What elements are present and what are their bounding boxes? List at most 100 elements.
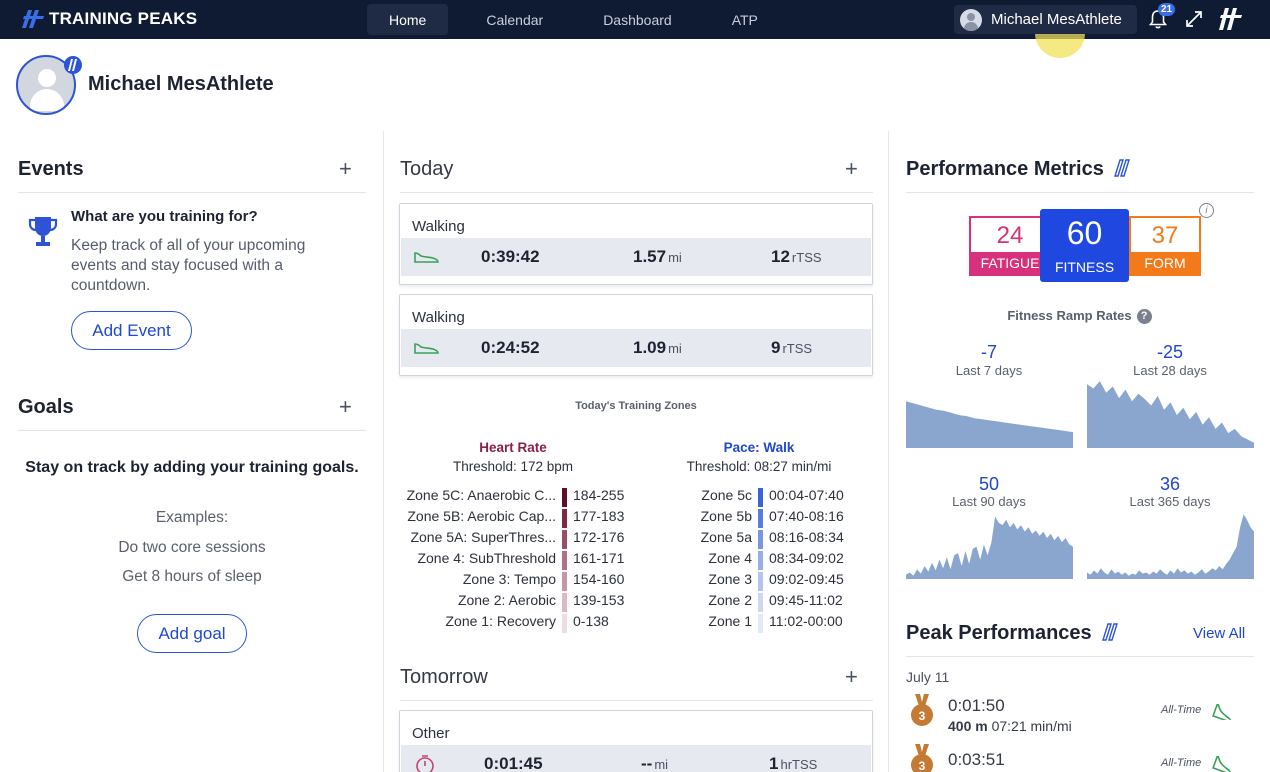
- add-goal-plus-button[interactable]: +: [339, 394, 352, 419]
- zone-label: Zone 5C: Anaerobic C...: [406, 487, 556, 503]
- zone-range: 154-160: [573, 571, 625, 587]
- tomorrow-divider: [400, 700, 873, 701]
- workout-title: Walking: [412, 218, 465, 235]
- fitness-ramp-title: Fitness Ramp Rates?: [905, 308, 1254, 325]
- zone-label: Zone 4: SubThreshold: [417, 550, 556, 566]
- zone-color-bar: [758, 509, 763, 528]
- workout-card[interactable]: Other 0:01:45 -- mi 1 hrTSS: [399, 710, 873, 772]
- zone-color-bar: [758, 530, 763, 549]
- goals-example-item: Do two core sessions: [118, 539, 266, 556]
- peak-divider: [906, 656, 1254, 657]
- workout-summary-row: 0:01:45 -- mi 1 hrTSS: [401, 745, 871, 772]
- zone-range: 184-255: [573, 487, 625, 503]
- workout-duration: 0:24:52: [481, 338, 540, 357]
- shoe-icon: [414, 343, 439, 354]
- form-label: FORM: [1131, 252, 1199, 274]
- main-nav: Home Calendar Dashboard ATP: [367, 4, 796, 35]
- zone-color-bar: [758, 551, 763, 570]
- zone-range: 139-153: [573, 592, 625, 608]
- expand-icon[interactable]: [1185, 10, 1203, 28]
- goals-example-item: Get 8 hours of sleep: [122, 568, 262, 585]
- user-menu-name: Michael MesAthlete: [991, 11, 1122, 28]
- zone-label: Zone 1: [708, 613, 752, 629]
- workout-card[interactable]: Walking 0:24:52 1.09 mi 9 rTSS: [399, 294, 873, 376]
- add-goal-button[interactable]: Add goal: [137, 614, 247, 653]
- premium-badge-icon: [64, 56, 82, 74]
- zone-label: Zone 4: [708, 550, 752, 566]
- goals-title: Goals: [18, 396, 74, 418]
- ramp-area: [906, 401, 1073, 448]
- info-icon[interactable]: i: [1199, 203, 1214, 218]
- goals-lead-text: Stay on track by adding your training go…: [25, 459, 359, 476]
- help-icon[interactable]: ?: [1136, 309, 1152, 325]
- pace-zones-title: Pace: Walk: [723, 440, 795, 455]
- ramp-area: [1087, 514, 1254, 579]
- tab-home[interactable]: Home: [367, 4, 449, 35]
- add-event-button[interactable]: Add Event: [71, 311, 192, 350]
- user-menu-button[interactable]: Michael MesAthlete: [954, 5, 1137, 34]
- profile-avatar[interactable]: [16, 55, 76, 115]
- training-zones-title: Today's Training Zones: [575, 400, 697, 412]
- zone-color-bar: [562, 614, 567, 633]
- zone-label: Zone 5B: Aerobic Cap...: [407, 508, 556, 524]
- zone-color-bar: [758, 488, 763, 507]
- column-divider-left: [383, 131, 384, 772]
- zone-range: 177-183: [573, 508, 625, 524]
- workout-distance: 1.57 mi: [633, 247, 682, 266]
- today-divider: [400, 192, 873, 193]
- workout-summary-row: 0:24:52 1.09 mi 9 rTSS: [401, 329, 871, 367]
- zone-range: 07:40-08:16: [769, 508, 844, 524]
- goals-divider: [18, 430, 366, 431]
- stopwatch-icon: [416, 755, 434, 772]
- tomorrow-title: Tomorrow: [400, 666, 488, 688]
- zone-range: 08:16-08:34: [769, 529, 844, 545]
- zone-label: Zone 5b: [700, 508, 752, 524]
- tab-dashboard[interactable]: Dashboard: [603, 11, 672, 28]
- trophy-icon: [28, 217, 58, 246]
- zone-color-bar: [562, 488, 567, 507]
- user-avatar-icon: [960, 8, 982, 31]
- ramp-label-28: Last 28 days: [1133, 363, 1207, 378]
- fatigue-label: FATIGUE: [971, 252, 1049, 274]
- zone-label: Zone 5a: [700, 529, 752, 545]
- shoe-icon: [1212, 756, 1231, 772]
- brand-logo[interactable]: TRAINING PEAKS: [22, 9, 197, 29]
- ramp-label-365: Last 365 days: [1129, 494, 1211, 509]
- peak-tag: All-Time: [1161, 704, 1202, 716]
- fatigue-metric[interactable]: 24 FATIGUE: [969, 216, 1051, 276]
- svg-text:3: 3: [919, 709, 926, 723]
- pace-threshold: Threshold: 08:27 min/mi: [686, 459, 832, 474]
- zone-color-bar: [758, 614, 763, 633]
- workout-title: Other: [412, 725, 450, 742]
- view-all-link[interactable]: View All: [1193, 625, 1246, 642]
- add-today-plus-button[interactable]: +: [845, 156, 858, 181]
- ramp-value-90: 50: [978, 474, 1000, 494]
- premium-badge-icon: [1114, 159, 1131, 177]
- zone-label: Zone 5c: [701, 487, 752, 503]
- form-metric[interactable]: 37 FORM: [1129, 216, 1201, 276]
- notification-count-badge: 21: [1158, 3, 1176, 16]
- workout-distance: -- mi: [641, 754, 669, 772]
- workout-summary-row: 0:39:42 1.57 mi 12 rTSS: [401, 238, 871, 276]
- zone-color-bar: [758, 593, 763, 612]
- ramp-chart-28-days: [1087, 381, 1254, 448]
- zone-range: 09:02-09:45: [769, 571, 844, 587]
- ramp-chart-90-days: [906, 516, 1073, 579]
- add-event-plus-button[interactable]: +: [339, 156, 352, 181]
- zone-range: 161-171: [573, 550, 625, 566]
- ramp-chart-365-days: [1087, 514, 1254, 579]
- tab-atp[interactable]: ATP: [731, 11, 758, 28]
- zone-color-bar: [562, 551, 567, 570]
- fatigue-value: 24: [996, 222, 1024, 249]
- performance-metrics-title: Performance Metrics: [906, 158, 1133, 181]
- zone-label: Zone 3: [708, 571, 752, 587]
- ramp-label-90: Last 90 days: [952, 494, 1026, 509]
- workout-card[interactable]: Walking 0:39:42 1.57 mi 12 rTSS: [399, 203, 873, 285]
- tab-calendar[interactable]: Calendar: [486, 11, 544, 28]
- medal-icon: 3: [911, 744, 933, 772]
- add-tomorrow-plus-button[interactable]: +: [845, 664, 858, 689]
- heart-rate-threshold: Threshold: 172 bpm: [452, 459, 574, 474]
- ramp-chart-7-days: [906, 401, 1073, 448]
- training-peaks-mark-icon[interactable]: [1218, 7, 1242, 31]
- fitness-metric[interactable]: 60 FITNESS: [1040, 209, 1129, 282]
